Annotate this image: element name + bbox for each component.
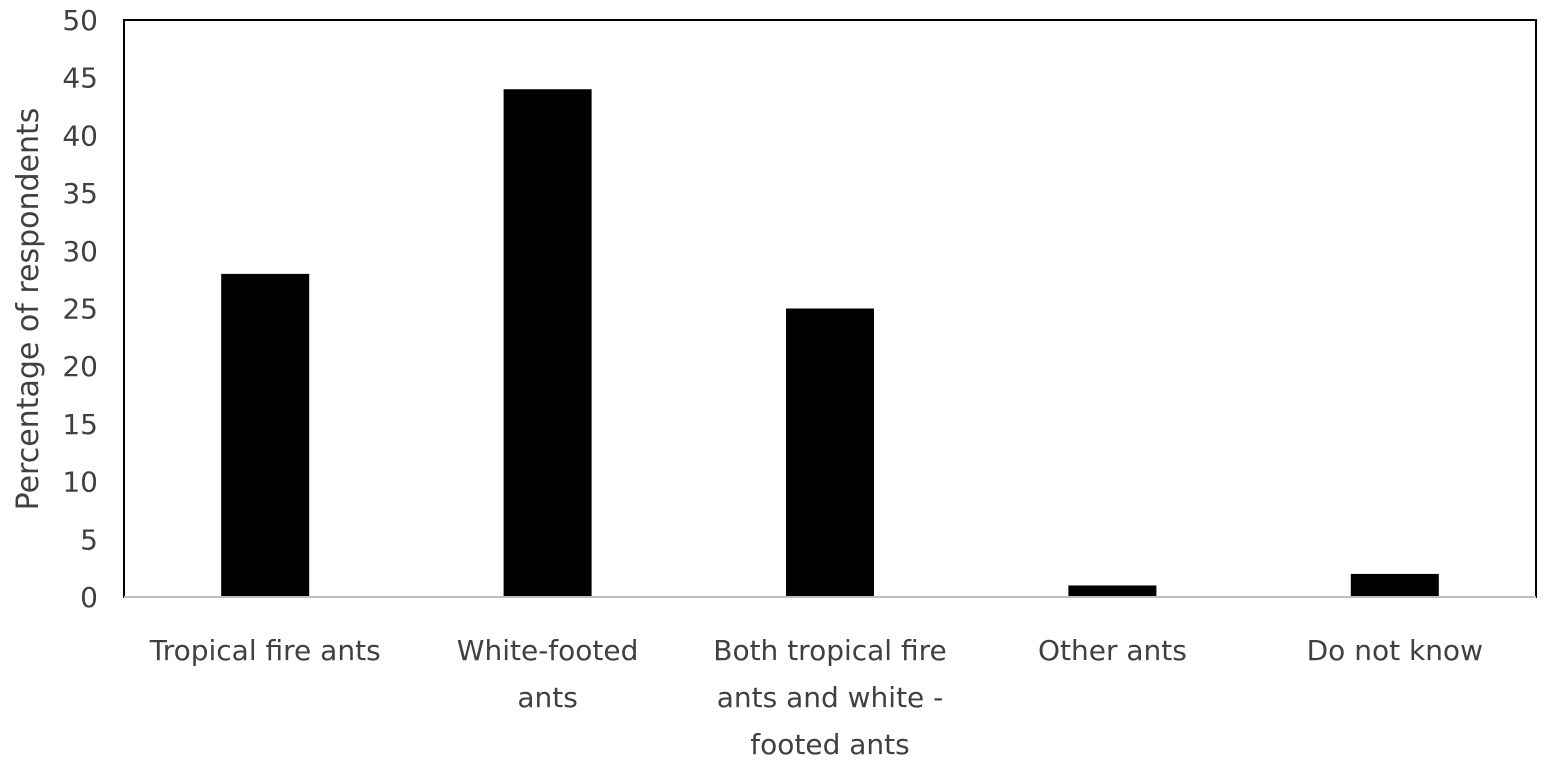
x-tick-label: Other ants [1038, 634, 1187, 667]
y-tick-label: 15 [62, 408, 98, 441]
y-tick-label: 50 [62, 4, 98, 37]
bar [503, 89, 592, 598]
y-tick-label: 5 [80, 523, 98, 556]
bar [221, 273, 310, 597]
bar [1068, 585, 1157, 597]
x-axis-labels: Tropical fire ants White-footed ants Both t… [149, 634, 1483, 761]
y-axis-label: Percentage of respondents [11, 108, 46, 511]
y-tick-label: 45 [62, 62, 98, 95]
y-tick-label: 0 [80, 581, 98, 614]
y-tick-label: 25 [62, 293, 98, 326]
y-tick-label: 35 [62, 177, 98, 210]
bars [221, 89, 1439, 598]
y-tick-label: 10 [62, 466, 98, 499]
y-axis-ticks: 0 5 10 15 20 25 30 35 40 45 50 [62, 4, 98, 614]
x-tick-label: White-footed ants [457, 634, 639, 714]
x-tick-label: Tropical fire ants [149, 634, 381, 667]
y-tick-label: 40 [62, 119, 98, 152]
bar [786, 308, 874, 597]
y-tick-label: 30 [62, 235, 98, 268]
x-tick-label: Both tropical fire ants and white -footed… [713, 634, 947, 761]
bar [1350, 573, 1439, 597]
x-tick-label: Do not know [1307, 634, 1483, 667]
y-tick-label: 20 [62, 350, 98, 383]
